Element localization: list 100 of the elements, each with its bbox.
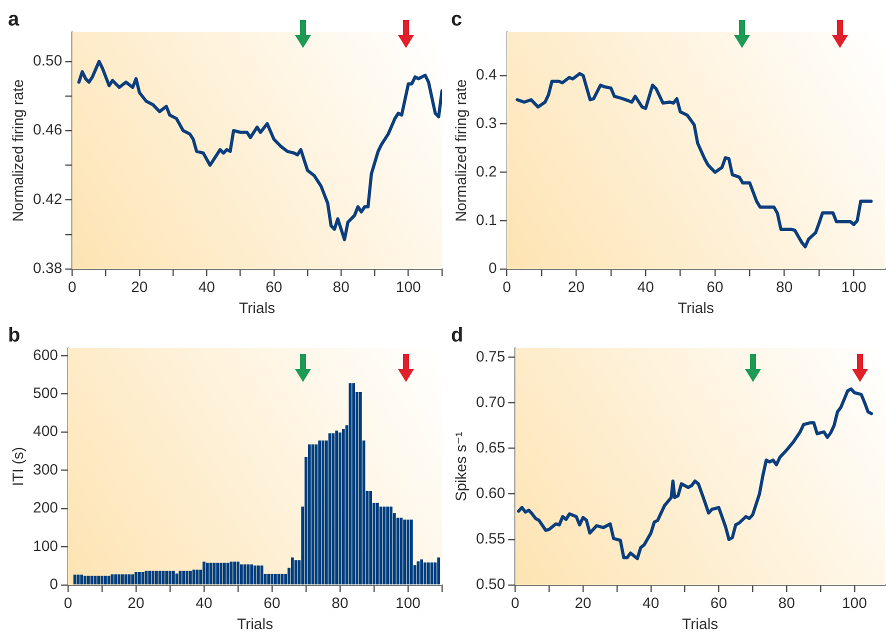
bar (134, 572, 138, 584)
y-tick-label: 200 (32, 500, 58, 517)
x-tick-label: 80 (776, 279, 793, 296)
y-tick-label: 400 (32, 423, 58, 440)
bar (100, 576, 104, 584)
bar (188, 570, 192, 584)
bar (124, 574, 128, 584)
bar (152, 570, 154, 584)
y-tick-label: 0.1 (476, 212, 497, 229)
bar (90, 576, 94, 584)
bar (118, 574, 120, 584)
bar (172, 570, 175, 584)
bar (168, 570, 172, 584)
bar (267, 574, 270, 584)
bar (104, 576, 107, 584)
bar (165, 570, 168, 584)
bar (80, 574, 84, 584)
chart-title: d (451, 324, 464, 347)
bar (222, 562, 226, 584)
bar (182, 570, 186, 584)
x-tick-label: 20 (131, 279, 148, 296)
bar (437, 557, 440, 584)
bar (342, 429, 345, 584)
bar (175, 574, 178, 584)
y-tick-label: 0.55 (476, 530, 506, 548)
y-tick-label: 0.70 (476, 394, 506, 411)
x-tick-label: 60 (706, 279, 724, 296)
bar (410, 520, 413, 584)
bar (73, 574, 76, 584)
bar (311, 444, 314, 584)
x-tick-label: 0 (68, 279, 76, 296)
x-tick-label: 0 (511, 595, 520, 612)
y-tick-label: 600 (32, 346, 58, 364)
y-tick-label: 0.75 (476, 348, 506, 366)
x-tick-label: 100 (396, 279, 421, 296)
bar (318, 440, 322, 584)
x-tick-label: 20 (574, 595, 592, 612)
y-tick-label: 0.42 (32, 190, 62, 208)
bar (406, 520, 410, 584)
y-tick-label: 500 (32, 385, 58, 402)
bar (141, 572, 144, 584)
x-tick-label: 60 (266, 279, 282, 296)
y-tick-label: 0.50 (476, 576, 506, 594)
x-tick-label: 40 (642, 595, 660, 612)
bar (84, 576, 86, 584)
x-tick-label: 100 (842, 595, 867, 612)
x-tick-label: 80 (332, 279, 350, 296)
bar (154, 570, 158, 584)
x-axis-title: Trials (678, 300, 714, 318)
bar (277, 574, 280, 584)
y-tick-label: 0.38 (32, 260, 62, 278)
bar (86, 576, 90, 584)
bar (338, 432, 342, 584)
bar (114, 574, 118, 584)
x-tick-label: 20 (568, 279, 585, 296)
bar (220, 562, 222, 584)
x-tick-label: 80 (778, 595, 795, 612)
bar (209, 562, 212, 584)
chart-title: c (451, 8, 462, 31)
x-tick-label: 60 (710, 595, 728, 612)
x-tick-label: 80 (332, 595, 348, 612)
x-tick-label: 40 (196, 595, 212, 612)
bar (131, 574, 134, 584)
y-tick-label: 0.2 (476, 163, 497, 180)
bar (290, 557, 294, 584)
bar (202, 562, 206, 584)
bar (148, 570, 152, 584)
y-tick-label: 0.4 (476, 66, 497, 84)
bar (390, 506, 392, 584)
bar (216, 562, 220, 584)
x-axis-title: Trials (682, 616, 718, 634)
bar (186, 570, 188, 584)
bar (376, 502, 379, 584)
y-axis-title: ITI (s) (10, 446, 28, 486)
bar (233, 562, 236, 584)
y-tick-label: 0 (488, 260, 497, 278)
bar (250, 564, 254, 584)
bar (256, 566, 260, 584)
y-tick-label: 0.60 (476, 484, 506, 502)
bar (403, 520, 406, 584)
bar (424, 562, 426, 584)
bar (358, 392, 362, 584)
x-axis-title: Trials (239, 300, 276, 318)
bar (107, 576, 110, 584)
bar (138, 572, 141, 584)
y-tick-label: 0.3 (476, 115, 497, 132)
y-tick-label: 300 (32, 461, 58, 478)
bar (328, 433, 332, 584)
bar (192, 570, 196, 584)
bar (206, 562, 209, 584)
bar (260, 566, 264, 584)
chart-title: b (8, 324, 20, 347)
bar (322, 440, 324, 584)
x-axis-title: Trials (236, 616, 274, 634)
bar (236, 562, 240, 584)
x-tick-label: 40 (198, 279, 216, 296)
x-tick-label: 20 (128, 595, 144, 612)
bar (97, 576, 100, 584)
x-tick-label: 100 (841, 279, 866, 296)
bar (254, 566, 256, 584)
